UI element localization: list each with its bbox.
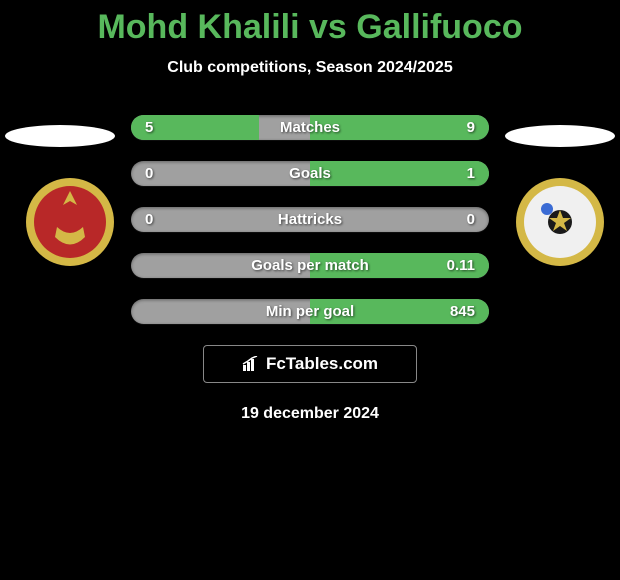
stat-label: Matches — [191, 119, 429, 136]
stat-bar: 0Goals1 — [131, 161, 489, 186]
stat-value-right: 9 — [429, 119, 489, 136]
brand-box: FcTables.com — [203, 345, 417, 383]
stat-value-right: 0 — [429, 211, 489, 228]
stat-label: Min per goal — [191, 303, 429, 320]
stat-value-right: 845 — [429, 303, 489, 320]
brand-logo: FcTables.com — [242, 354, 378, 374]
stat-label: Hattricks — [191, 211, 429, 228]
player-left-crest — [25, 177, 115, 267]
comparison-date: 19 december 2024 — [0, 405, 620, 423]
stat-bar: Goals per match0.11 — [131, 253, 489, 278]
stat-row: Min per goal845 — [0, 299, 620, 324]
player-right-crest — [515, 177, 605, 267]
stat-bar: 5Matches9 — [131, 115, 489, 140]
stat-label: Goals per match — [191, 257, 429, 274]
stat-bar: Min per goal845 — [131, 299, 489, 324]
stat-value-right: 1 — [429, 165, 489, 182]
stat-value-left: 0 — [131, 211, 191, 228]
player-right-flag — [505, 125, 615, 147]
player-left-flag — [5, 125, 115, 147]
stat-value-right: 0.11 — [429, 257, 489, 274]
stat-label: Goals — [191, 165, 429, 182]
stat-bar: 0Hattricks0 — [131, 207, 489, 232]
comparison-subtitle: Club competitions, Season 2024/2025 — [0, 59, 620, 77]
brand-text: FcTables.com — [266, 354, 378, 374]
stat-value-left: 5 — [131, 119, 191, 136]
chart-icon — [242, 356, 262, 372]
comparison-title: Mohd Khalili vs Gallifuoco — [0, 0, 620, 47]
stat-value-left: 0 — [131, 165, 191, 182]
